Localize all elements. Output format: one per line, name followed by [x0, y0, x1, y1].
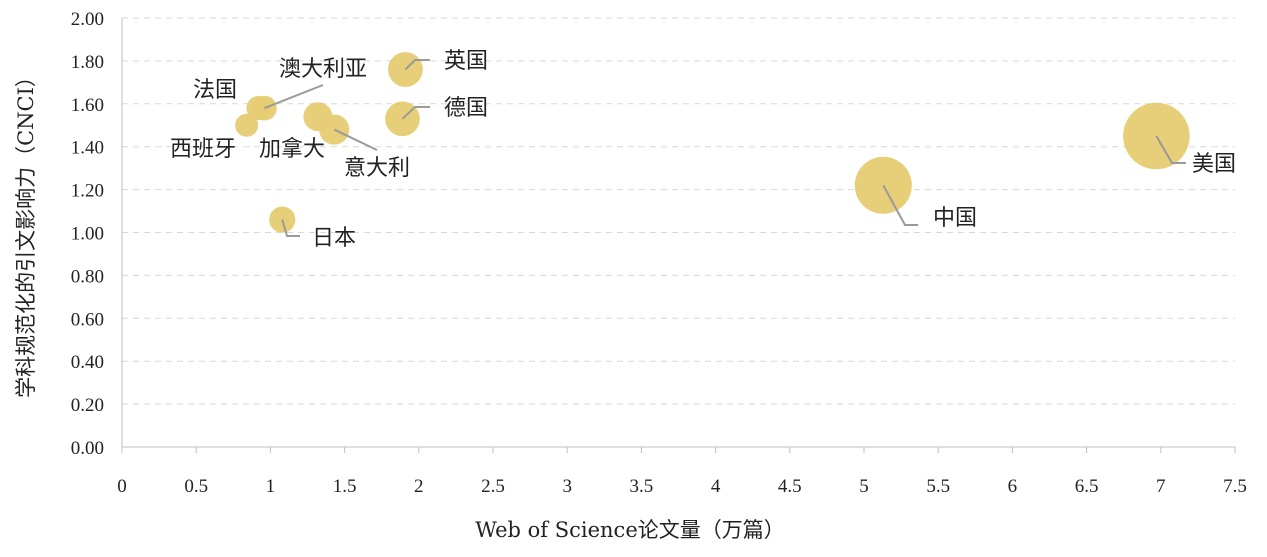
point-label: 澳大利亚 [279, 57, 367, 82]
x-tick-label: 3.5 [630, 476, 654, 497]
leader-line [401, 106, 430, 120]
leader-line [281, 219, 300, 237]
y-tick-label: 0.60 [71, 309, 104, 330]
y-tick-label: 1.20 [71, 181, 104, 202]
leader-line [333, 128, 378, 151]
x-tick-label: 6 [1008, 476, 1018, 497]
y-tick-label: 0.80 [71, 266, 104, 287]
point-label: 西班牙 [170, 137, 236, 162]
leader-line [264, 84, 324, 110]
x-tick-label: 6.5 [1075, 476, 1099, 497]
x-tick-label: 3 [562, 476, 572, 497]
point-label: 日本 [312, 226, 356, 251]
y-tick-label: 0.00 [71, 438, 104, 459]
bubble [388, 52, 423, 87]
y-tick-label: 1.40 [71, 138, 104, 159]
x-tick-label: 4.5 [778, 476, 802, 497]
bubbles [235, 52, 1190, 233]
x-tick-label: 2 [414, 476, 424, 497]
x-tick-label: 7.5 [1223, 476, 1247, 497]
y-tick-label: 1.00 [71, 224, 104, 245]
y-tick-label: 1.60 [71, 95, 104, 116]
x-tick-label: 2.5 [481, 476, 505, 497]
x-tick-label: 5 [859, 476, 869, 497]
y-axis-title: 学科规范化的引文影响力（CNCI） [14, 66, 38, 398]
point-label: 中国 [933, 206, 977, 231]
x-tick-label: 1.5 [333, 476, 357, 497]
bubble [1123, 102, 1190, 170]
point-label: 德国 [444, 96, 488, 121]
x-tick-label: 5.5 [926, 476, 950, 497]
y-tick-label: 2.00 [71, 9, 104, 30]
x-tick-label: 4 [711, 476, 721, 497]
leader-line [882, 184, 918, 226]
bubble [235, 113, 259, 137]
y-tick-label: 1.80 [71, 52, 104, 73]
gridlines [122, 17, 1235, 405]
axes: 0.00 0.20 0.40 0.60 0.80 1.00 1.20 1.40 1.60 1.80… [71, 9, 1247, 497]
x-tick-label: 0.5 [184, 476, 208, 497]
point-label: 英国 [444, 49, 488, 74]
x-tick-label: 0 [117, 476, 127, 497]
y-tick-label: 0.20 [71, 395, 104, 416]
point-label: 加拿大 [259, 136, 325, 162]
point-label: 意大利 [344, 156, 410, 181]
x-axis-title: Web of Science论文量（万篇） [475, 518, 785, 542]
point-label: 法国 [193, 78, 237, 103]
y-tick-label: 0.40 [71, 352, 104, 373]
leader-line [1155, 135, 1186, 164]
bubble [246, 96, 271, 121]
point-label: 美国 [1192, 152, 1236, 177]
leader-line [404, 59, 430, 71]
x-tick-label: 7 [1156, 476, 1166, 497]
x-tick-label: 1 [266, 476, 276, 497]
